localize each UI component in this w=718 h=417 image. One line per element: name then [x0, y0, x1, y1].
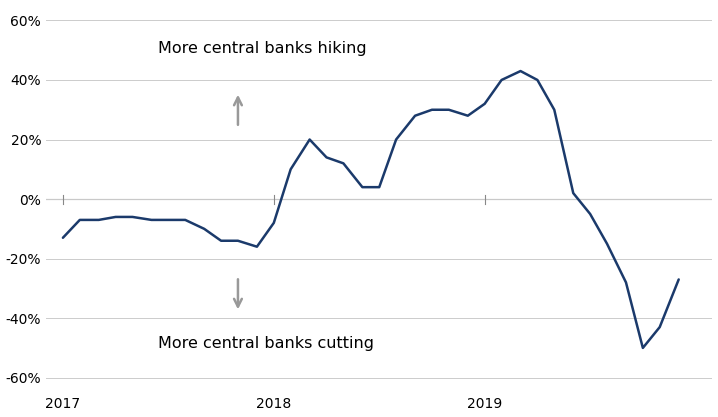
Text: More central banks hiking: More central banks hiking — [158, 41, 366, 56]
Text: More central banks cutting: More central banks cutting — [158, 336, 374, 351]
